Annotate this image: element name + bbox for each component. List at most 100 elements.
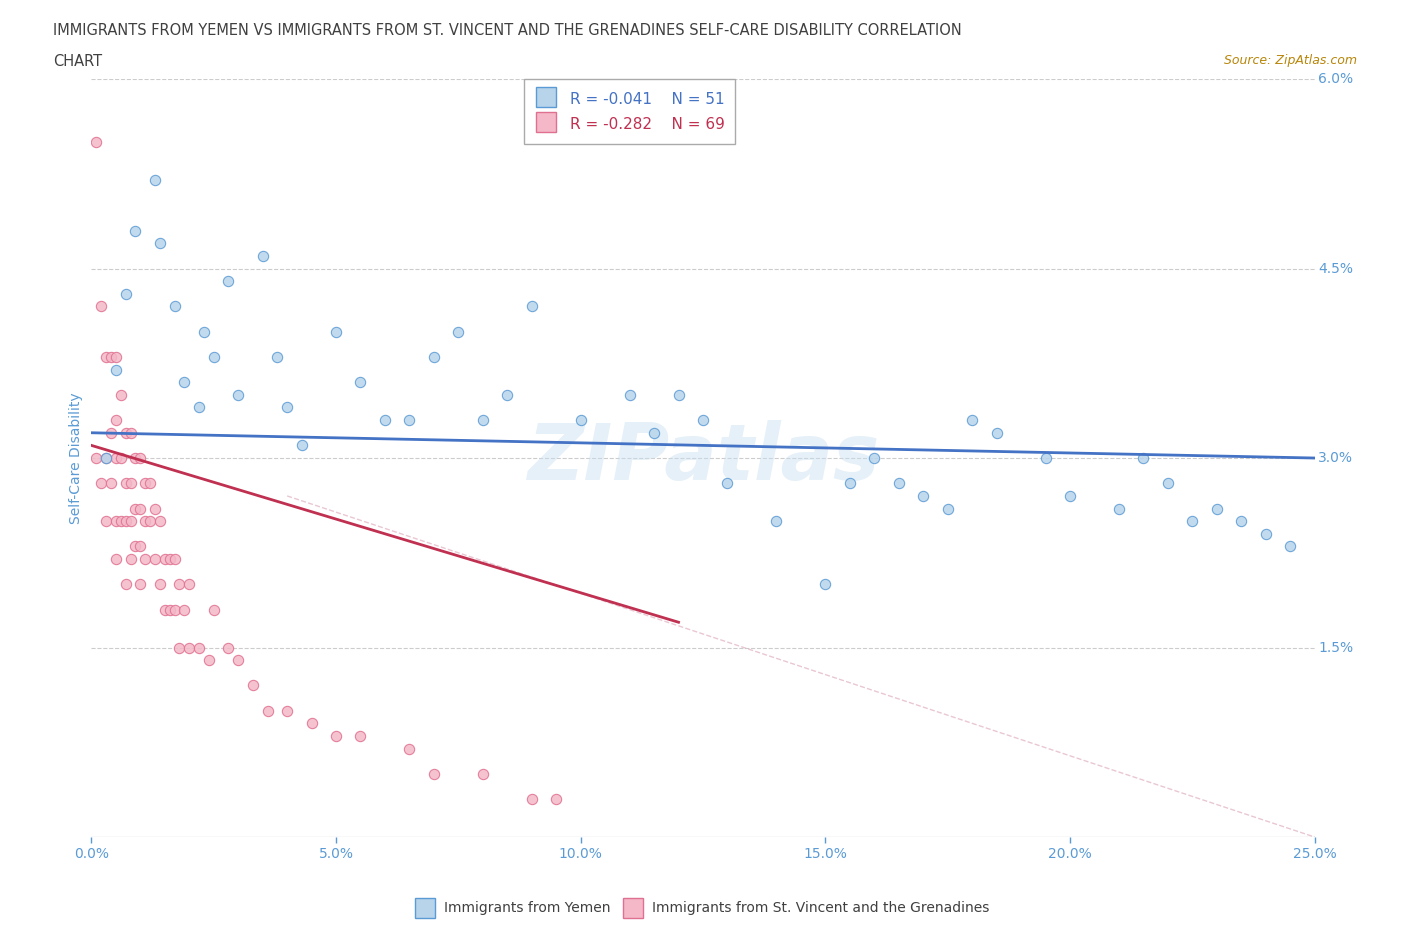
Point (447, 325, 470, 339)
Point (120, 425, 142, 440)
Point (643, 425, 665, 440)
Point (114, 476, 136, 491)
Y-axis label: Self-Care Disability: Self-Care Disability (69, 392, 83, 524)
Point (692, 413, 714, 428)
Point (159, 603, 181, 618)
Point (149, 577, 172, 591)
Point (349, 375, 371, 390)
Point (114, 577, 136, 591)
Point (84, 135, 107, 150)
Point (124, 539, 146, 554)
Point (134, 476, 156, 491)
Point (124, 451, 146, 466)
Point (104, 350, 127, 365)
Point (398, 741, 420, 756)
Point (1059, 488, 1081, 503)
Point (496, 388, 519, 403)
Point (1205, 501, 1227, 516)
Point (120, 476, 142, 491)
Point (986, 425, 1008, 440)
Point (153, 603, 176, 618)
Point (619, 388, 641, 403)
Point (398, 413, 420, 428)
Point (110, 513, 132, 528)
Point (153, 551, 176, 566)
Point (134, 513, 156, 528)
Point (143, 551, 166, 566)
Point (173, 375, 195, 390)
Point (143, 173, 166, 188)
Point (936, 501, 959, 516)
Text: Source: ZipAtlas.com: Source: ZipAtlas.com (1223, 54, 1357, 67)
Point (90, 299, 112, 314)
Point (94, 451, 117, 466)
Point (374, 413, 396, 428)
Point (124, 501, 146, 516)
Point (520, 299, 543, 314)
Point (252, 248, 274, 263)
Point (193, 325, 215, 339)
Point (163, 551, 186, 566)
Point (960, 413, 983, 428)
Legend: Immigrants from Yemen, Immigrants from St. Vincent and the Grenadines: Immigrants from Yemen, Immigrants from S… (411, 896, 995, 921)
Point (159, 551, 181, 566)
Point (202, 603, 225, 618)
Point (173, 603, 195, 618)
Point (114, 286, 136, 301)
Point (887, 476, 910, 491)
Text: 1.5%: 1.5% (1319, 641, 1354, 655)
Point (765, 513, 787, 528)
Point (143, 501, 166, 516)
Point (100, 425, 122, 440)
Point (134, 551, 156, 566)
Point (226, 653, 249, 668)
Point (1035, 451, 1057, 466)
Point (129, 539, 152, 554)
Point (114, 425, 136, 440)
Point (814, 577, 837, 591)
Point (139, 513, 162, 528)
Point (256, 703, 278, 718)
Point (546, 791, 568, 806)
Point (104, 513, 127, 528)
Point (149, 236, 172, 251)
Point (139, 476, 162, 491)
Point (471, 766, 494, 781)
Text: 3.0%: 3.0% (1319, 451, 1354, 465)
Point (169, 640, 191, 655)
Point (110, 388, 132, 403)
Point (198, 653, 221, 668)
Point (84, 451, 107, 466)
Point (471, 413, 494, 428)
Text: 6.0%: 6.0% (1319, 72, 1354, 86)
Point (716, 476, 738, 491)
Point (325, 325, 347, 339)
Point (104, 451, 127, 466)
Point (276, 703, 298, 718)
Point (129, 577, 152, 591)
Point (838, 476, 860, 491)
Point (188, 640, 211, 655)
Point (90, 476, 112, 491)
Point (129, 501, 152, 516)
Point (217, 640, 239, 655)
Point (94, 350, 117, 365)
Point (520, 791, 543, 806)
Text: CHART: CHART (53, 54, 103, 69)
Point (1254, 526, 1277, 541)
Point (104, 413, 127, 428)
Text: 4.5%: 4.5% (1319, 261, 1354, 275)
Point (94, 451, 117, 466)
Point (104, 362, 127, 377)
Point (1181, 513, 1204, 528)
Point (266, 350, 288, 365)
Point (104, 551, 127, 566)
Point (124, 223, 146, 238)
Point (94, 513, 117, 528)
Point (912, 488, 935, 503)
Point (276, 400, 298, 415)
Point (1279, 539, 1302, 554)
Point (100, 476, 122, 491)
Point (226, 388, 249, 403)
Point (668, 388, 690, 403)
